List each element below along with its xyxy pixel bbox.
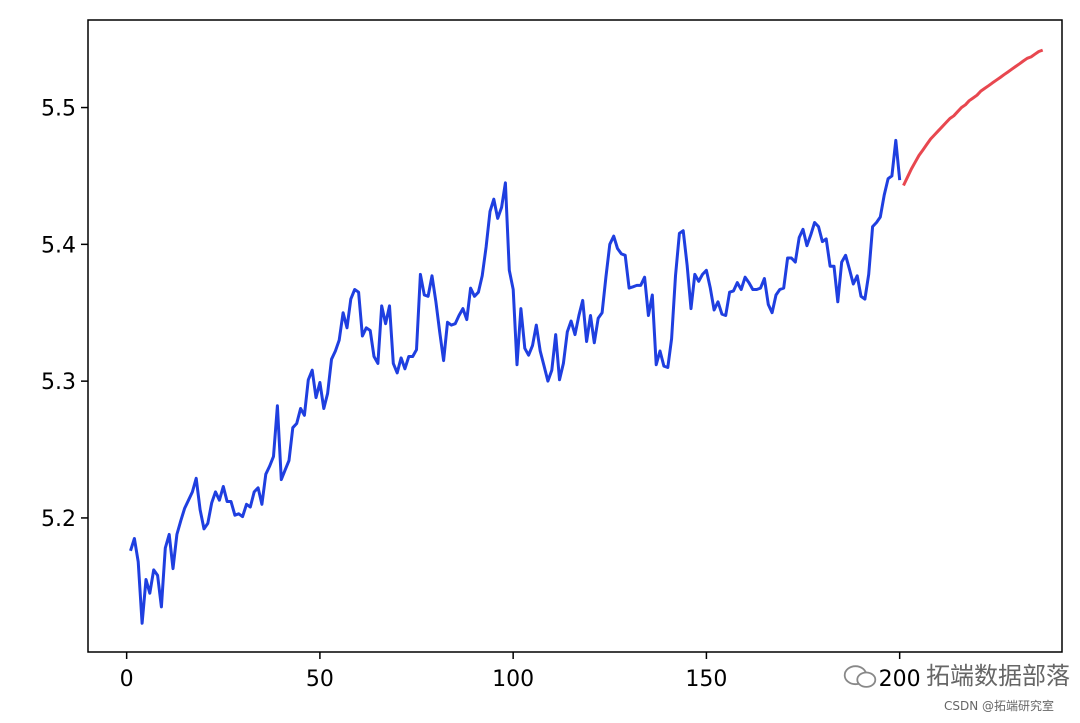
- y-tick-label: 5.2: [41, 507, 76, 532]
- series-line-1: [902, 48, 1044, 187]
- x-tick-label: 0: [120, 667, 134, 692]
- y-tick-label: 5.4: [41, 233, 76, 258]
- series-line-0: [129, 138, 902, 625]
- y-tick-label: 5.5: [41, 97, 76, 122]
- x-tick-label: 150: [685, 667, 727, 692]
- watermark-brand: 拓端数据部落: [926, 662, 1070, 690]
- y-tick-label: 5.3: [41, 370, 76, 395]
- watermark-credit: CSDN @拓端研究室: [944, 699, 1055, 713]
- x-tick-label: 50: [306, 667, 334, 692]
- x-tick-label: 100: [492, 667, 534, 692]
- wechat-icon: [843, 665, 877, 688]
- plot-frame: [87, 19, 1063, 653]
- axis-ticks: 0 50 100 150 200 5.2 5.3 5.4 5.5: [41, 97, 921, 692]
- x-tick-label: 200: [879, 667, 921, 692]
- series-layer: [129, 48, 1044, 625]
